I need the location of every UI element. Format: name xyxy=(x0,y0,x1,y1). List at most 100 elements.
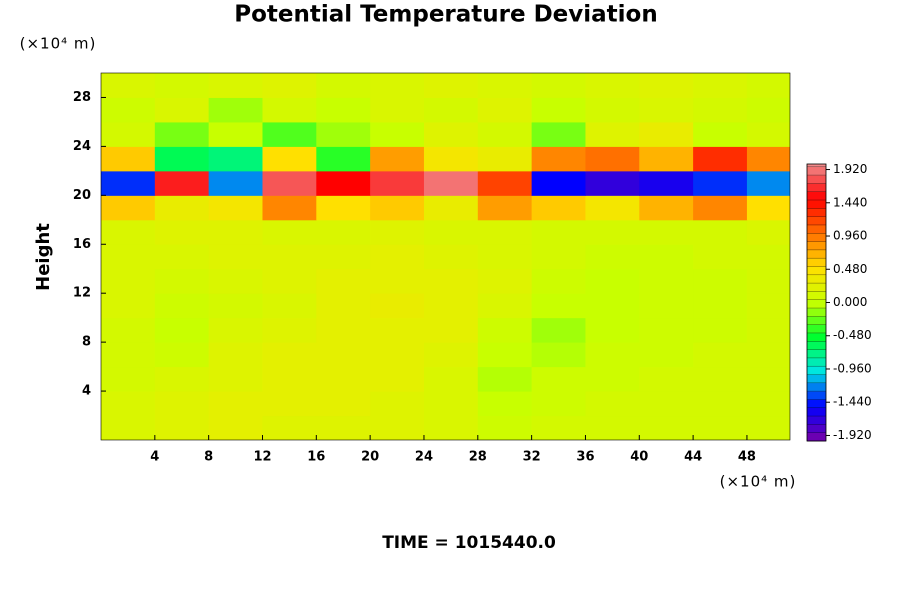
heatmap-cell xyxy=(101,146,156,172)
heatmap-cell xyxy=(639,415,694,440)
heatmap-cell xyxy=(370,317,425,343)
colorbar-swatch xyxy=(807,416,826,425)
heatmap-cell xyxy=(639,146,694,172)
x-tick-label: 32 xyxy=(523,450,541,465)
x-tick-label: 4 xyxy=(150,450,159,465)
heatmap-cell xyxy=(316,219,371,245)
heatmap-cell xyxy=(423,415,479,440)
colorbar-tick-label: 1.440 xyxy=(833,195,867,209)
heatmap-cell xyxy=(693,415,748,440)
x-tick-label: 12 xyxy=(253,450,271,465)
heatmap-cell xyxy=(746,293,790,319)
heatmap-cell xyxy=(531,293,586,319)
heatmap-cell xyxy=(370,73,425,98)
heatmap-cell xyxy=(154,146,210,172)
heatmap-cell xyxy=(746,317,790,343)
heatmap-cell xyxy=(531,73,586,98)
colorbar-swatch xyxy=(807,183,826,192)
heatmap-cell xyxy=(262,391,317,417)
heatmap-cell xyxy=(423,268,479,294)
heatmap-cell xyxy=(316,73,371,98)
y-tick-label: 24 xyxy=(73,139,91,154)
heatmap-cell xyxy=(746,391,790,417)
heatmap-cell xyxy=(585,391,640,417)
heatmap-cell xyxy=(208,342,263,368)
heatmap-cell xyxy=(746,244,790,270)
heatmap-cell xyxy=(101,317,156,343)
heatmap-cell xyxy=(693,73,748,98)
heatmap-cell xyxy=(477,195,533,221)
colorbar-swatch xyxy=(807,324,826,334)
heatmap-cell xyxy=(262,195,317,221)
heatmap-cell xyxy=(531,244,586,270)
colorbar-tick-label: -1.440 xyxy=(833,395,872,409)
colorbar-swatch xyxy=(807,407,826,417)
heatmap-cell xyxy=(531,317,586,343)
x-tick-label: 20 xyxy=(361,450,379,465)
colorbar-swatch xyxy=(807,216,826,226)
colorbar-tick-label: 0.480 xyxy=(833,262,867,276)
heatmap-cell xyxy=(316,146,371,172)
heatmap-cell xyxy=(585,146,640,172)
heatmap-cell xyxy=(262,317,317,343)
heatmap-cell xyxy=(370,244,425,270)
heatmap-cell xyxy=(316,121,371,147)
x-tick-label: 44 xyxy=(684,450,702,465)
heatmap-cell xyxy=(693,170,748,196)
heatmap-cell xyxy=(370,121,425,147)
heatmap-cell xyxy=(693,342,748,368)
y-axis-label: Height xyxy=(33,223,54,291)
colorbar-swatch xyxy=(807,366,826,375)
heatmap-cell xyxy=(208,366,263,392)
colorbar-swatch xyxy=(807,164,826,168)
colorbar-swatch xyxy=(807,200,826,209)
heatmap-cell xyxy=(101,195,156,221)
colorbar-swatch xyxy=(807,191,826,201)
heatmap-cell xyxy=(208,97,263,123)
colorbar-tick-label: -0.480 xyxy=(833,328,872,342)
heatmap-cell xyxy=(746,415,790,440)
heatmap-cell xyxy=(208,415,263,440)
colorbar-swatch xyxy=(807,274,826,284)
heatmap-cell xyxy=(746,268,790,294)
heatmap-cell xyxy=(477,342,533,368)
heatmap-cell xyxy=(208,391,263,417)
heatmap-cell xyxy=(477,73,533,98)
heatmap-cell xyxy=(693,244,748,270)
colorbar-swatch xyxy=(807,424,826,433)
heatmap-cell xyxy=(477,121,533,147)
heatmap-cell xyxy=(208,73,263,98)
heatmap-cell xyxy=(585,219,640,245)
x-tick-label: 24 xyxy=(415,450,433,465)
heatmap-cell xyxy=(746,73,790,98)
heatmap-cell xyxy=(639,219,694,245)
colorbar-tick-label: -1.920 xyxy=(833,428,872,442)
heatmap-cell xyxy=(154,415,210,440)
heatmap-cell xyxy=(585,415,640,440)
heatmap-cell xyxy=(316,366,371,392)
heatmap-cell xyxy=(262,342,317,368)
x-tick-label: 48 xyxy=(738,450,756,465)
heatmap-cell xyxy=(208,121,263,147)
heatmap-cell xyxy=(101,219,156,245)
heatmap-cell xyxy=(370,293,425,319)
heatmap-cell xyxy=(477,366,533,392)
colorbar-tick-label: 0.960 xyxy=(833,229,867,243)
heatmap-cell xyxy=(154,366,210,392)
heatmap-cell xyxy=(101,342,156,368)
colorbar-swatch xyxy=(807,258,826,267)
heatmap-cell xyxy=(746,146,790,172)
heatmap-cell xyxy=(423,293,479,319)
heatmap-cell xyxy=(477,268,533,294)
heatmap-cell xyxy=(370,342,425,368)
colorbar-swatch xyxy=(807,332,826,342)
heatmap-cell xyxy=(262,97,317,123)
heatmap-cell xyxy=(477,97,533,123)
colorbar-swatch xyxy=(807,233,826,242)
heatmap-cell xyxy=(370,366,425,392)
heatmap-cell xyxy=(477,146,533,172)
heatmap-cell xyxy=(423,195,479,221)
heatmap-cell xyxy=(639,121,694,147)
heatmap-cell xyxy=(423,219,479,245)
colorbar-swatch xyxy=(807,299,826,309)
